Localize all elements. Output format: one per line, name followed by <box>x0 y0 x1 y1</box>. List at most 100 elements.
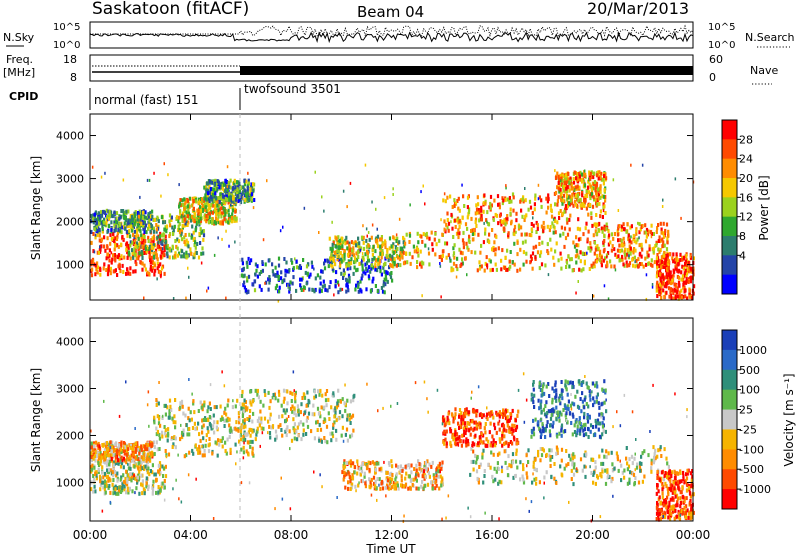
data-cell <box>225 451 228 456</box>
data-cell <box>196 242 199 246</box>
data-cell <box>559 179 562 183</box>
data-cell <box>449 194 452 199</box>
data-cell <box>408 233 412 238</box>
data-cell <box>415 478 418 483</box>
data-cell <box>118 222 121 227</box>
data-cell <box>566 189 569 193</box>
data-cell <box>229 214 232 219</box>
data-cell <box>620 224 624 229</box>
data-cell <box>331 431 334 436</box>
data-cell <box>245 290 248 295</box>
data-cell <box>336 401 339 406</box>
data-cell <box>578 267 581 272</box>
data-cell <box>669 278 672 283</box>
data-cell <box>593 222 596 227</box>
noise-sky-line <box>89 31 694 44</box>
data-cell <box>676 274 679 279</box>
data-cell <box>561 174 565 179</box>
data-cell <box>534 255 537 260</box>
data-cell <box>90 229 93 234</box>
data-cell <box>294 257 296 261</box>
data-cell <box>568 227 571 232</box>
data-cell <box>626 461 629 466</box>
data-cell <box>674 282 677 287</box>
data-cell <box>656 265 659 270</box>
data-cell <box>576 184 579 189</box>
data-cell <box>201 197 204 202</box>
data-cell <box>617 254 620 259</box>
data-cell <box>604 194 607 199</box>
data-cell <box>370 477 373 482</box>
data-cell <box>684 294 687 299</box>
data-cell <box>337 388 340 393</box>
data-cell <box>307 398 310 403</box>
data-cell <box>97 441 100 446</box>
data-cell <box>157 219 160 224</box>
data-cell <box>345 427 349 432</box>
data-cell <box>134 259 137 264</box>
data-cell <box>132 443 135 448</box>
data-cell <box>555 241 558 246</box>
data-cell <box>351 250 354 255</box>
data-cell <box>250 402 253 407</box>
data-cell <box>220 439 223 443</box>
data-cell <box>250 197 253 202</box>
data-cell <box>256 388 259 393</box>
data-cell <box>242 438 245 443</box>
data-cell <box>217 196 220 200</box>
data-cell <box>323 417 326 422</box>
data-cell <box>399 469 402 474</box>
data-cell <box>615 451 618 456</box>
data-cell <box>113 470 117 474</box>
data-cell <box>664 275 667 280</box>
data-cell <box>103 484 107 489</box>
freq-tick-low: 8 <box>70 71 77 84</box>
data-cell <box>133 221 136 226</box>
data-cell <box>506 408 509 413</box>
data-cell <box>579 203 582 208</box>
data-cell <box>383 290 386 295</box>
data-cell <box>338 245 342 250</box>
data-cell <box>132 232 135 237</box>
data-cell <box>126 255 129 260</box>
data-cell <box>129 221 132 226</box>
data-cell <box>687 280 690 284</box>
data-cell <box>111 231 115 236</box>
data-cell <box>359 288 362 293</box>
data-cell <box>508 425 511 430</box>
data-cell <box>662 288 665 293</box>
data-cell <box>160 240 163 245</box>
data-cell <box>390 263 393 268</box>
data-cell <box>475 203 478 208</box>
data-cell <box>524 214 527 219</box>
data-cell <box>156 235 159 240</box>
data-cell <box>168 213 172 218</box>
data-cell <box>649 230 652 235</box>
data-cell <box>233 216 235 220</box>
data-cell <box>136 230 139 235</box>
data-cell <box>402 240 405 245</box>
data-cell <box>374 249 377 254</box>
data-cell <box>546 199 549 204</box>
data-cell <box>570 186 573 191</box>
data-cell <box>464 222 468 227</box>
data-cell <box>360 261 363 266</box>
data-cell <box>246 278 249 283</box>
data-cell <box>592 195 595 200</box>
data-cell <box>160 484 163 489</box>
data-cell <box>533 467 536 471</box>
data-cell <box>167 173 169 177</box>
data-cell <box>486 263 489 268</box>
data-cell <box>205 189 208 193</box>
data-cell <box>424 202 426 206</box>
data-cell <box>281 279 285 284</box>
data-cell <box>344 241 347 246</box>
data-cell <box>453 255 456 260</box>
data-cell <box>203 185 206 190</box>
data-cell <box>286 401 289 406</box>
noise-tick-high-left: 10^5 <box>53 22 80 33</box>
data-cell <box>682 294 685 299</box>
data-cell <box>149 458 152 463</box>
data-cell <box>354 287 357 292</box>
data-cell <box>540 204 543 209</box>
